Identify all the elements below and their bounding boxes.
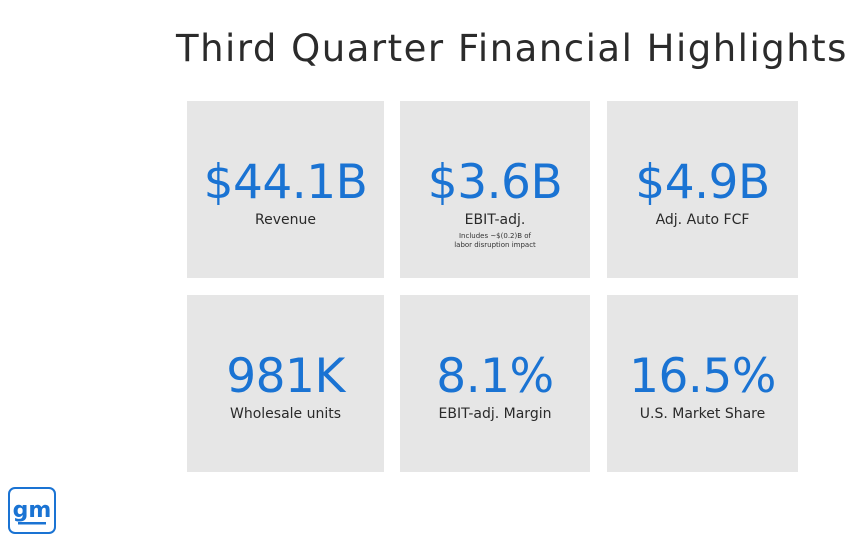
ebit-adj-tile: $3.6B EBIT-adj. Includes ~$(0.2)B of lab… [400,101,590,278]
wholesale-units-tile: 981K Wholesale units [187,295,384,472]
auto-fcf-tile: $4.9B Adj. Auto FCF [607,101,798,278]
ebit-adj-footnote: Includes ~$(0.2)B of labor disruption im… [454,232,536,250]
wholesale-units-label: Wholesale units [229,406,342,422]
market-share-label: U.S. Market Share [639,406,766,422]
market-share-tile: 16.5% U.S. Market Share [607,295,798,472]
gm-logo-mark: gm [13,498,52,524]
revenue-tile: $44.1B Revenue [187,101,384,278]
auto-fcf-label: Adj. Auto FCF [655,212,750,228]
footnote-line: labor disruption impact [454,241,536,249]
wholesale-units-value: 981K [226,349,345,404]
revenue-value: $44.1B [203,155,368,210]
footnote-line: Includes ~$(0.2)B of [458,232,532,240]
slide-title: Third Quarter Financial Highlights [176,27,848,70]
ebit-adj-value: $3.6B [427,155,563,210]
ebit-adj-margin-tile: 8.1% EBIT-adj. Margin [400,295,590,472]
ebit-adj-margin-value: 8.1% [436,349,554,404]
gm-logo-underline [18,521,46,524]
gm-logo-icon: gm [8,487,56,534]
ebit-adj-margin-label: EBIT-adj. Margin [438,406,552,422]
auto-fcf-value: $4.9B [635,155,770,210]
market-share-value: 16.5% [629,349,776,404]
gm-logo-text: gm [13,498,52,523]
revenue-label: Revenue [255,212,316,228]
ebit-adj-label: EBIT-adj. [464,212,526,228]
